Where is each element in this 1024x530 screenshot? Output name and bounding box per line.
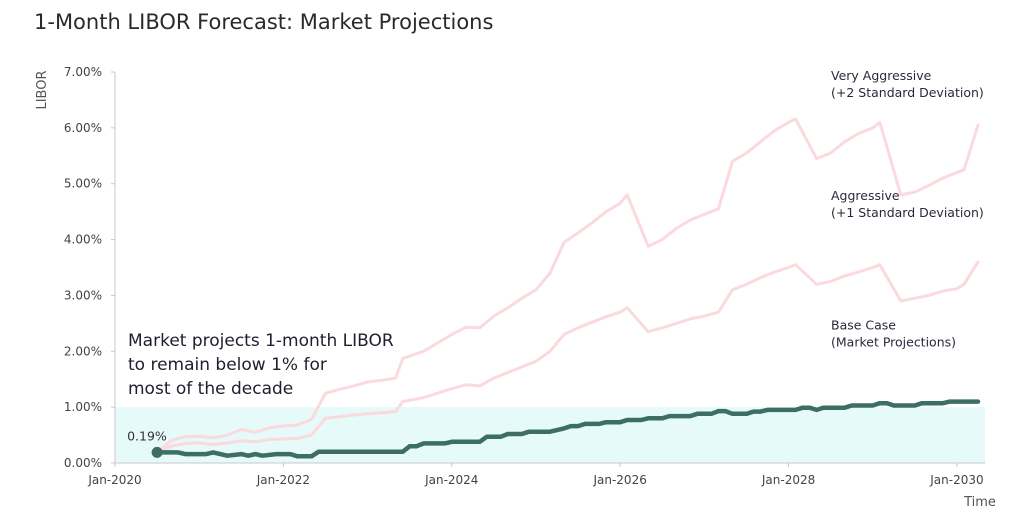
chart-title: 1-Month LIBOR Forecast: Market Projectio…: [34, 10, 494, 34]
y-tick-label: 0.00%: [64, 456, 102, 470]
start-point-marker: [151, 446, 163, 458]
callout-text: most of the decade: [128, 379, 293, 399]
series-line-2: [154, 399, 981, 459]
x-tick-label: Jan-2026: [592, 473, 646, 487]
y-tick-label: 2.00%: [64, 344, 102, 358]
y-tick-label: 6.00%: [64, 121, 102, 135]
x-axis-label: Time: [963, 495, 996, 510]
y-tick-label: 1.00%: [64, 400, 102, 414]
series-label-0: (+2 Standard Deviation): [831, 85, 984, 100]
series-label-1: Aggressive: [831, 188, 900, 203]
series-label-2: (Market Projections): [831, 335, 956, 350]
start-point-label: 0.19%: [127, 428, 167, 443]
x-tick-label: Jan-2024: [424, 473, 478, 487]
y-axis-label: LIBOR: [35, 70, 50, 109]
y-tick-label: 5.00%: [64, 177, 102, 191]
y-tick-label: 7.00%: [64, 65, 102, 79]
x-tick-label: Jan-2028: [761, 473, 815, 487]
x-tick-label: Jan-2030: [929, 473, 983, 487]
x-tick-label: Jan-2020: [87, 473, 141, 487]
callout-text: Market projects 1-month LIBOR: [128, 331, 394, 351]
series-label-2: Base Case: [831, 318, 896, 333]
callout-text: to remain below 1% for: [128, 355, 327, 375]
x-tick-label: Jan-2022: [256, 473, 310, 487]
y-tick-label: 3.00%: [64, 288, 102, 302]
y-tick-label: 4.00%: [64, 233, 102, 247]
series-line-0: [155, 117, 980, 454]
series-label-1: (+1 Standard Deviation): [831, 205, 984, 220]
series-line-1: [155, 260, 980, 454]
series-label-0: Very Aggressive: [831, 68, 932, 83]
